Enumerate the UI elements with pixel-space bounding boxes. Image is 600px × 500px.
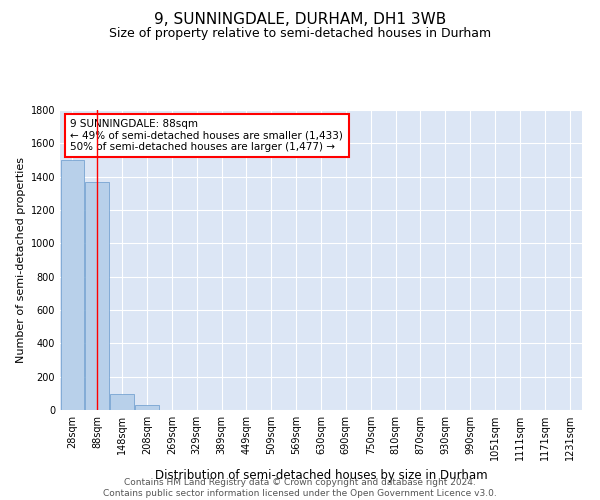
Bar [61, 160, 84, 410]
Text: Contains HM Land Registry data © Crown copyright and database right 2024.
Contai: Contains HM Land Registry data © Crown c… [103, 478, 497, 498]
Text: 9, SUNNINGDALE, DURHAM, DH1 3WB: 9, SUNNINGDALE, DURHAM, DH1 3WB [154, 12, 446, 28]
Bar [85, 182, 109, 410]
Text: Size of property relative to semi-detached houses in Durham: Size of property relative to semi-detach… [109, 28, 491, 40]
Bar [110, 394, 134, 410]
Bar [135, 406, 159, 410]
Text: 9 SUNNINGDALE: 88sqm
← 49% of semi-detached houses are smaller (1,433)
50% of se: 9 SUNNINGDALE: 88sqm ← 49% of semi-detac… [70, 119, 343, 152]
Y-axis label: Number of semi-detached properties: Number of semi-detached properties [16, 157, 26, 363]
X-axis label: Distribution of semi-detached houses by size in Durham: Distribution of semi-detached houses by … [155, 468, 487, 481]
